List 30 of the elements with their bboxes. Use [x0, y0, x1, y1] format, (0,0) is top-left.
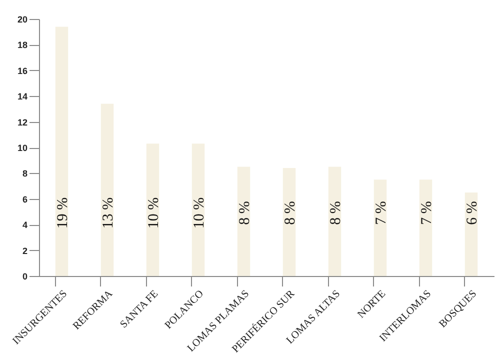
- y-tick-label: 8: [22, 168, 28, 179]
- y-tick-label: 0: [22, 272, 28, 282]
- data-label: 8 %: [236, 201, 253, 225]
- bar: [328, 166, 342, 276]
- data-label: 10 %: [191, 197, 208, 229]
- y-tick-label: 2: [22, 246, 28, 256]
- bar: [237, 166, 250, 276]
- bar: [100, 104, 114, 276]
- y-tick-label: 14: [17, 92, 28, 102]
- data-label: 19 %: [54, 197, 71, 229]
- data-label: 13 %: [100, 197, 116, 229]
- y-tick-label: 4: [22, 220, 28, 230]
- data-label: 8 %: [282, 201, 298, 225]
- bar: [282, 168, 296, 276]
- y-tick-label: 6: [22, 194, 28, 204]
- y-tick-label: 16: [17, 66, 28, 76]
- y-tick-label: 18: [17, 40, 28, 50]
- bar: [419, 180, 432, 276]
- data-label: 6 %: [464, 201, 480, 225]
- data-label: 7 %: [373, 201, 390, 225]
- y-tick-label: 10: [17, 143, 28, 153]
- bar: [192, 144, 205, 276]
- data-label: 7 %: [418, 201, 435, 225]
- bar: [55, 26, 68, 276]
- y-tick-label: 12: [17, 117, 28, 128]
- data-label: 10 %: [146, 197, 162, 229]
- bar: [146, 144, 160, 276]
- data-label: 8 %: [328, 201, 344, 225]
- y-tick-label: 20: [17, 14, 28, 24]
- bar: [374, 180, 387, 276]
